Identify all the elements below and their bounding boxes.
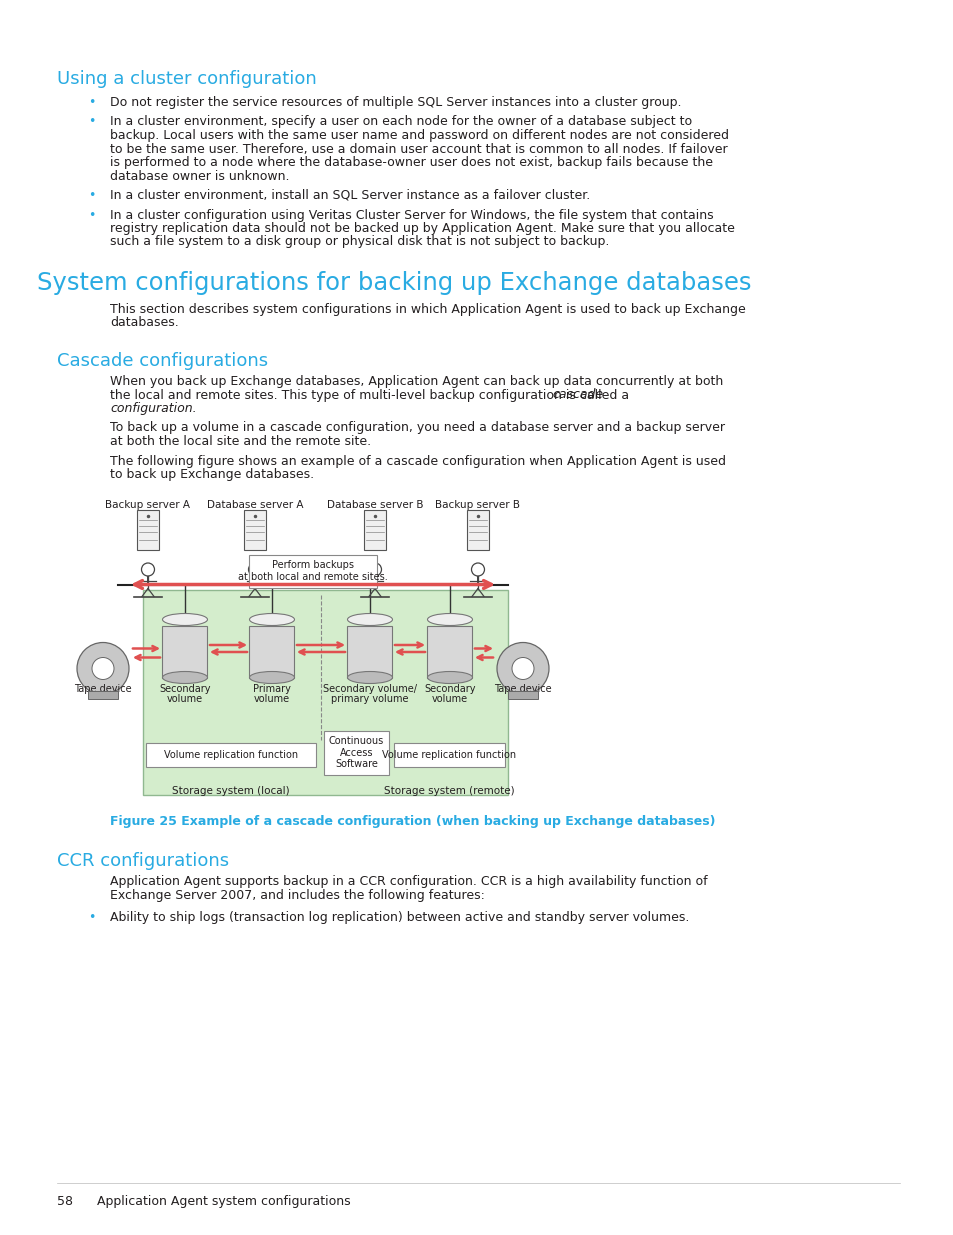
Bar [394, 742, 504, 767]
Text: System configurations for backing up Exchange databases: System configurations for backing up Exc… [37, 270, 751, 295]
Text: the local and remote sites. This type of multi-level backup configuration is cal: the local and remote sites. This type of… [110, 389, 633, 401]
Text: primary volume: primary volume [331, 694, 408, 704]
Text: To back up a volume in a cascade configuration, you need a database server and a: To back up a volume in a cascade configu… [110, 421, 724, 435]
Text: CCR configurations: CCR configurations [57, 852, 229, 871]
Text: Storage system (local): Storage system (local) [172, 787, 290, 797]
Ellipse shape [250, 672, 294, 683]
Text: configuration.: configuration. [110, 403, 196, 415]
Bar [146, 742, 315, 767]
Bar [507, 690, 537, 699]
Text: Tape device: Tape device [74, 684, 132, 694]
Text: Database server B: Database server B [327, 499, 423, 510]
Text: Perform backups
at both local and remote sites.: Perform backups at both local and remote… [238, 561, 388, 582]
Ellipse shape [427, 672, 472, 683]
Text: In a cluster configuration using Veritas Cluster Server for Windows, the file sy: In a cluster configuration using Veritas… [110, 209, 713, 221]
Text: This section describes system configurations in which Application Agent is used : This section describes system configurat… [110, 303, 745, 316]
Circle shape [248, 563, 261, 576]
Text: Continuous
Access
Software: Continuous Access Software [329, 736, 384, 769]
Bar [324, 730, 389, 774]
Text: volume: volume [253, 694, 290, 704]
Bar [244, 510, 266, 550]
Text: database owner is unknown.: database owner is unknown. [110, 169, 289, 183]
Ellipse shape [347, 672, 392, 683]
Text: Figure 25 Example of a cascade configuration (when backing up Exchange databases: Figure 25 Example of a cascade configura… [110, 815, 715, 827]
Text: backup. Local users with the same user name and password on different nodes are : backup. Local users with the same user n… [110, 128, 728, 142]
Text: at both the local site and the remote site.: at both the local site and the remote si… [110, 435, 371, 448]
Text: volume: volume [432, 694, 468, 704]
Ellipse shape [162, 614, 208, 625]
Text: volume: volume [167, 694, 203, 704]
Text: Secondary: Secondary [159, 683, 211, 694]
Circle shape [368, 563, 381, 576]
Text: •: • [88, 189, 95, 203]
Bar [250, 625, 294, 678]
Text: such a file system to a disk group or physical disk that is not subject to backu: such a file system to a disk group or ph… [110, 236, 609, 248]
Bar [88, 690, 118, 699]
Text: The following figure shows an example of a cascade configuration when Applicatio: The following figure shows an example of… [110, 454, 725, 468]
Bar [427, 625, 472, 678]
Text: Database server A: Database server A [207, 499, 303, 510]
Circle shape [77, 642, 129, 694]
Text: Storage system (remote): Storage system (remote) [384, 787, 515, 797]
Ellipse shape [427, 614, 472, 625]
Text: Using a cluster configuration: Using a cluster configuration [57, 70, 316, 88]
Bar [162, 625, 208, 678]
Text: When you back up Exchange databases, Application Agent can back up data concurre: When you back up Exchange databases, App… [110, 375, 722, 388]
Circle shape [471, 563, 484, 576]
Circle shape [91, 657, 113, 679]
Bar [347, 625, 392, 678]
Text: Volume replication function: Volume replication function [164, 750, 297, 760]
Text: In a cluster environment, specify a user on each node for the owner of a databas: In a cluster environment, specify a user… [110, 116, 691, 128]
Bar [249, 555, 376, 588]
Text: •: • [88, 209, 95, 221]
Ellipse shape [162, 672, 208, 683]
Text: databases.: databases. [110, 316, 178, 330]
Text: Primary: Primary [253, 683, 291, 694]
Text: 58      Application Agent system configurations: 58 Application Agent system configuratio… [57, 1195, 351, 1208]
Circle shape [497, 642, 548, 694]
Text: cascade: cascade [553, 389, 603, 401]
Text: Do not register the service resources of multiple SQL Server instances into a cl: Do not register the service resources of… [110, 96, 680, 109]
Text: Secondary volume/: Secondary volume/ [323, 683, 416, 694]
Text: Application Agent supports backup in a CCR configuration. CCR is a high availabi: Application Agent supports backup in a C… [110, 876, 707, 888]
Text: to back up Exchange databases.: to back up Exchange databases. [110, 468, 314, 480]
Text: •: • [88, 910, 95, 924]
Ellipse shape [250, 614, 294, 625]
Bar [467, 510, 489, 550]
Ellipse shape [347, 614, 392, 625]
Text: Cascade configurations: Cascade configurations [57, 352, 268, 370]
Text: •: • [88, 96, 95, 109]
Text: Backup server B: Backup server B [435, 499, 520, 510]
Text: Exchange Server 2007, and includes the following features:: Exchange Server 2007, and includes the f… [110, 889, 484, 902]
Bar [364, 510, 386, 550]
Bar [143, 589, 507, 794]
Bar [137, 510, 159, 550]
Text: registry replication data should not be backed up by Application Agent. Make sur: registry replication data should not be … [110, 222, 734, 235]
Circle shape [512, 657, 534, 679]
Text: Backup server A: Backup server A [106, 499, 191, 510]
Text: to be the same user. Therefore, use a domain user account that is common to all : to be the same user. Therefore, use a do… [110, 142, 727, 156]
Text: Tape device: Tape device [494, 684, 551, 694]
Text: Secondary: Secondary [424, 683, 476, 694]
Text: •: • [88, 116, 95, 128]
Text: In a cluster environment, install an SQL Server instance as a failover cluster.: In a cluster environment, install an SQL… [110, 189, 590, 203]
Circle shape [141, 563, 154, 576]
Text: Ability to ship logs (transaction log replication) between active and standby se: Ability to ship logs (transaction log re… [110, 910, 689, 924]
Text: Volume replication function: Volume replication function [382, 750, 516, 760]
Text: is performed to a node where the database-owner user does not exist, backup fail: is performed to a node where the databas… [110, 156, 712, 169]
